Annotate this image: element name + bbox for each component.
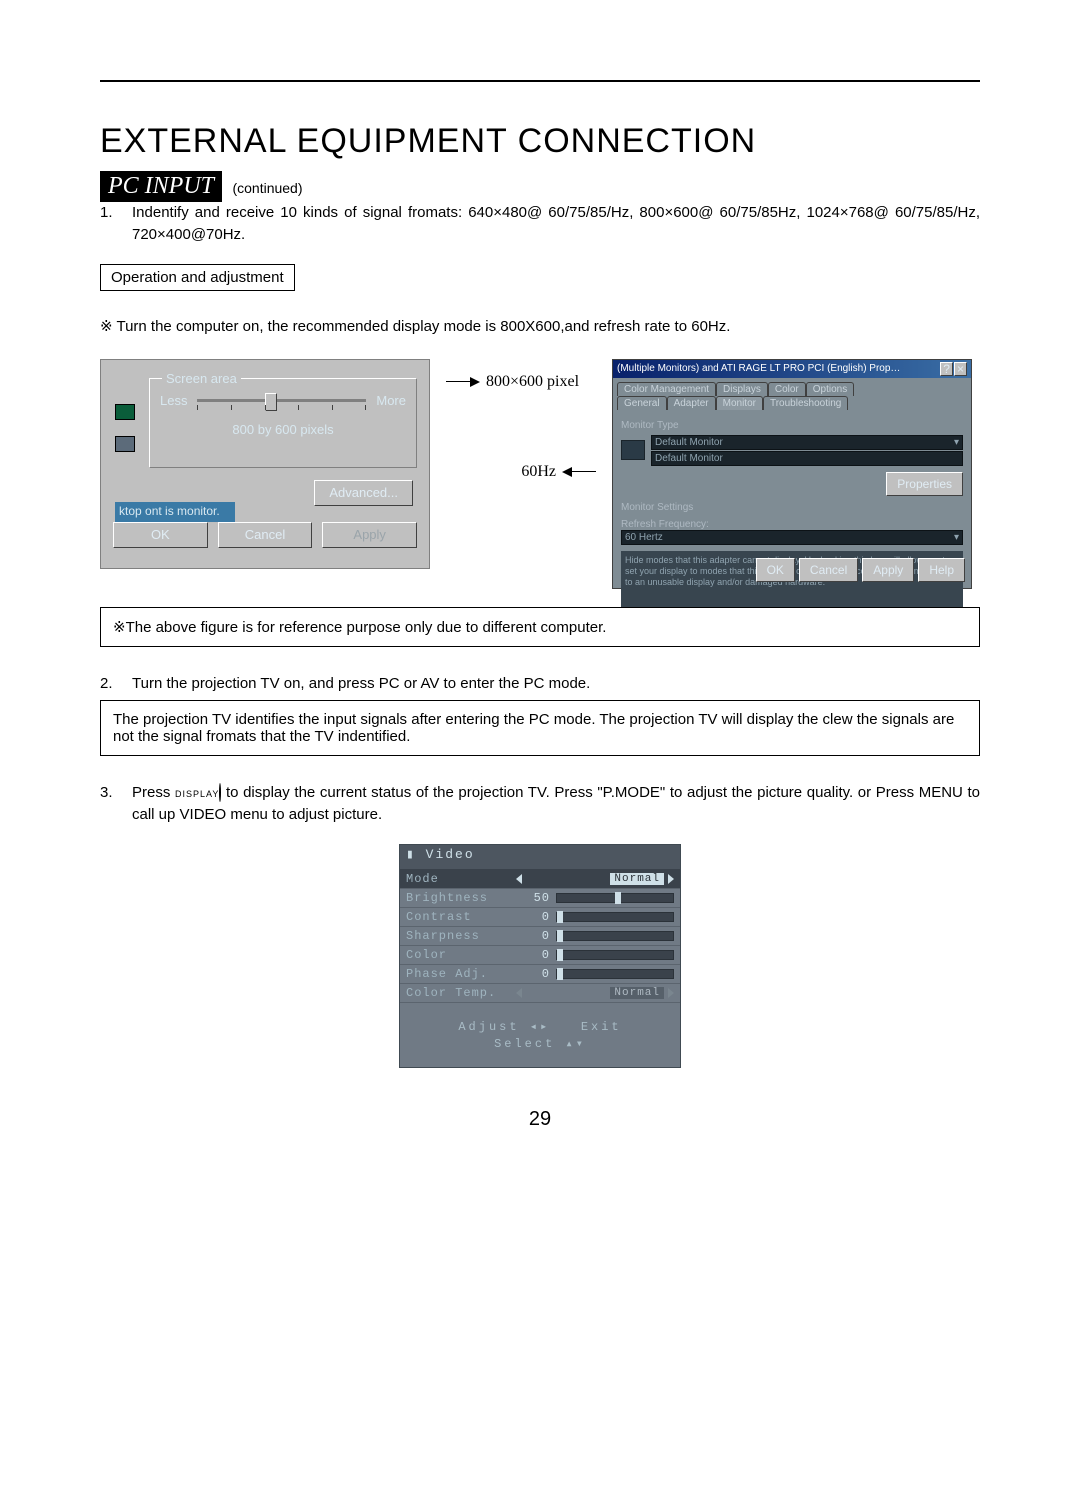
osd-phase-value: 0 (516, 967, 550, 981)
color-swatch-icon (115, 404, 135, 420)
refresh-select[interactable]: 60 Hertz▾ (621, 530, 963, 545)
callout-800x600: 800×600 pixel (486, 373, 579, 391)
osd-colortemp-label: Color Temp. (406, 986, 516, 1000)
step2-text: Turn the projection TV on, and press PC … (132, 673, 590, 695)
osd-brightness-label: Brightness (406, 891, 516, 905)
osd-sharpness-label: Sharpness (406, 929, 516, 943)
step3-post: to display the current status of the pro… (132, 784, 980, 823)
step2-boxed-note: The projection TV identifies the input s… (100, 700, 980, 756)
monitor-type-label: Monitor Type (621, 420, 963, 431)
slider-less-label: Less (160, 393, 187, 408)
color-swatch2-icon (115, 436, 135, 452)
osd-brightness-bar[interactable] (556, 893, 674, 903)
apply-button[interactable]: Apply (322, 522, 417, 548)
osd-brightness-value: 50 (516, 891, 550, 905)
titlebar: (Multiple Monitors) and ATI RAGE LT PRO … (613, 360, 971, 378)
monitor-select-2-text: Default Monitor (655, 453, 723, 464)
advanced-button[interactable]: Advanced... (314, 480, 413, 506)
display-properties-panel: Screen area Less More 800 by 600 pixels … (100, 359, 430, 569)
triangle-left-icon[interactable] (516, 874, 522, 884)
osd-phase-bar[interactable] (556, 969, 674, 979)
adv-cancel-button[interactable]: Cancel (799, 558, 858, 582)
callouts: 800×600 pixel 60Hz (446, 359, 596, 481)
osd-sharpness-bar[interactable] (556, 931, 674, 941)
monitor-select-1-text: Default Monitor (655, 437, 723, 448)
osd-mode-value: Normal (610, 873, 664, 885)
operation-adjustment-box: Operation and adjustment (100, 264, 295, 291)
page-title: EXTERNAL EQUIPMENT CONNECTION (100, 122, 980, 161)
step1-number: 1. (100, 202, 120, 246)
osd-contrast-value: 0 (516, 910, 550, 924)
tab-monitor[interactable]: Monitor (716, 396, 763, 410)
adv-ok-button[interactable]: OK (756, 558, 795, 582)
titlebar-text: (Multiple Monitors) and ATI RAGE LT PRO … (617, 363, 900, 374)
tab-troubleshooting[interactable]: Troubleshooting (763, 396, 848, 410)
arrow-left-icon (562, 467, 572, 477)
tab-general[interactable]: General (617, 396, 667, 410)
display-button-icon (219, 783, 221, 802)
subtitle-row: PC INPUT (continued) (100, 171, 980, 202)
refresh-freq-label: Refresh Frequency: (621, 519, 963, 530)
monitor-select-1[interactable]: Default Monitor▾ (651, 435, 963, 450)
arrow-right-icon (470, 377, 480, 387)
tab-displays[interactable]: Displays (716, 382, 768, 396)
monitor-settings-label: Monitor Settings (621, 502, 963, 513)
desktop-strip: ktop ont is monitor. (115, 502, 235, 522)
tab-color-mgmt[interactable]: Color Management (617, 382, 716, 396)
close-icon[interactable]: × (954, 362, 967, 376)
tab-options[interactable]: Options (806, 382, 854, 396)
figure-row: Screen area Less More 800 by 600 pixels … (100, 359, 980, 589)
display-button-graphic: DISPLAY (175, 782, 221, 804)
figure-reference-note: ※The above figure is for reference purpo… (100, 607, 980, 647)
osd-contrast-bar[interactable] (556, 912, 674, 922)
osd-menu: ▮ Video Mode Normal Brightness 50 Contra… (399, 844, 681, 1068)
adv-help-button[interactable]: Help (918, 558, 965, 582)
tab-color[interactable]: Color (768, 382, 806, 396)
cancel-button[interactable]: Cancel (218, 522, 313, 548)
step1-text: Indentify and receive 10 kinds of signal… (132, 202, 980, 246)
osd-color-label: Color (406, 948, 516, 962)
continued-label: (continued) (232, 180, 302, 196)
turn-on-note: ※ Turn the computer on, the recommended … (100, 317, 980, 335)
screen-area-slider[interactable] (197, 399, 366, 402)
osd-mode-label: Mode (406, 872, 516, 886)
ok-button[interactable]: OK (113, 522, 208, 548)
osd-phase-label: Phase Adj. (406, 967, 516, 981)
adv-apply-button[interactable]: Apply (862, 558, 914, 582)
osd-footer: Adjust ◂▸ Exit Select ▴▾ (400, 1019, 680, 1053)
display-button-label: DISPLAY (175, 789, 219, 799)
monitor-icon (621, 440, 645, 460)
osd-footer-adjust: Adjust (458, 1020, 519, 1034)
tab-adapter[interactable]: Adapter (667, 396, 716, 410)
triangle-left-icon[interactable] (516, 988, 522, 998)
refresh-select-text: 60 Hertz (625, 532, 663, 543)
osd-footer-exit: Exit (581, 1020, 622, 1034)
help-icon[interactable]: ? (940, 362, 953, 376)
triangle-right-icon[interactable] (668, 988, 674, 998)
slider-more-label: More (376, 393, 406, 408)
advanced-properties-panel: (Multiple Monitors) and ATI RAGE LT PRO … (612, 359, 972, 589)
triangle-right-icon[interactable] (668, 874, 674, 884)
osd-colortemp-value: Normal (610, 987, 664, 999)
osd-contrast-label: Contrast (406, 910, 516, 924)
pixels-readout: 800 by 600 pixels (160, 422, 406, 437)
monitor-select-2[interactable]: Default Monitor (651, 451, 963, 466)
callout-60hz: 60Hz (521, 463, 556, 481)
osd-color-bar[interactable] (556, 950, 674, 960)
osd-title: ▮ Video (400, 845, 680, 870)
osd-sharpness-value: 0 (516, 929, 550, 943)
screen-area-label: Screen area (162, 371, 241, 386)
step2-number: 2. (100, 673, 120, 695)
page-number: 29 (100, 1108, 980, 1131)
top-rule (100, 80, 980, 82)
step3-pre: Press (132, 784, 170, 801)
osd-color-value: 0 (516, 948, 550, 962)
properties-button[interactable]: Properties (886, 472, 963, 496)
step3-number: 3. (100, 782, 120, 826)
osd-title-text: Video (426, 847, 475, 862)
osd-footer-select: Select (494, 1037, 555, 1051)
pc-input-label: PC INPUT (100, 171, 222, 202)
